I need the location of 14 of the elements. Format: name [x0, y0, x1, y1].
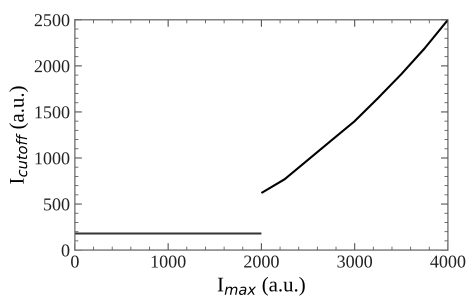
x-tick-label: 4000 [430, 255, 466, 268]
x-axis-title: I$_{max}$ (a.u.) [218, 276, 305, 296]
x-tick-label: 3000 [337, 255, 372, 268]
y-tick-label: 500 [44, 198, 70, 210]
y-tick-label: 2000 [34, 60, 70, 72]
x-tick-label: 2000 [244, 255, 279, 268]
line-series [260, 20, 448, 194]
y-axis-title: I$_{cutoff}$ (a.u.) [9, 86, 28, 184]
x-tick-label: 0 [71, 255, 79, 268]
x-tick-label: 1000 [152, 255, 186, 268]
y-tick-label: 0 [62, 244, 70, 257]
y-tick-label: 1000 [36, 152, 70, 164]
y-tick-label: 1500 [36, 106, 70, 118]
y-tick-label: 2500 [34, 14, 70, 26]
